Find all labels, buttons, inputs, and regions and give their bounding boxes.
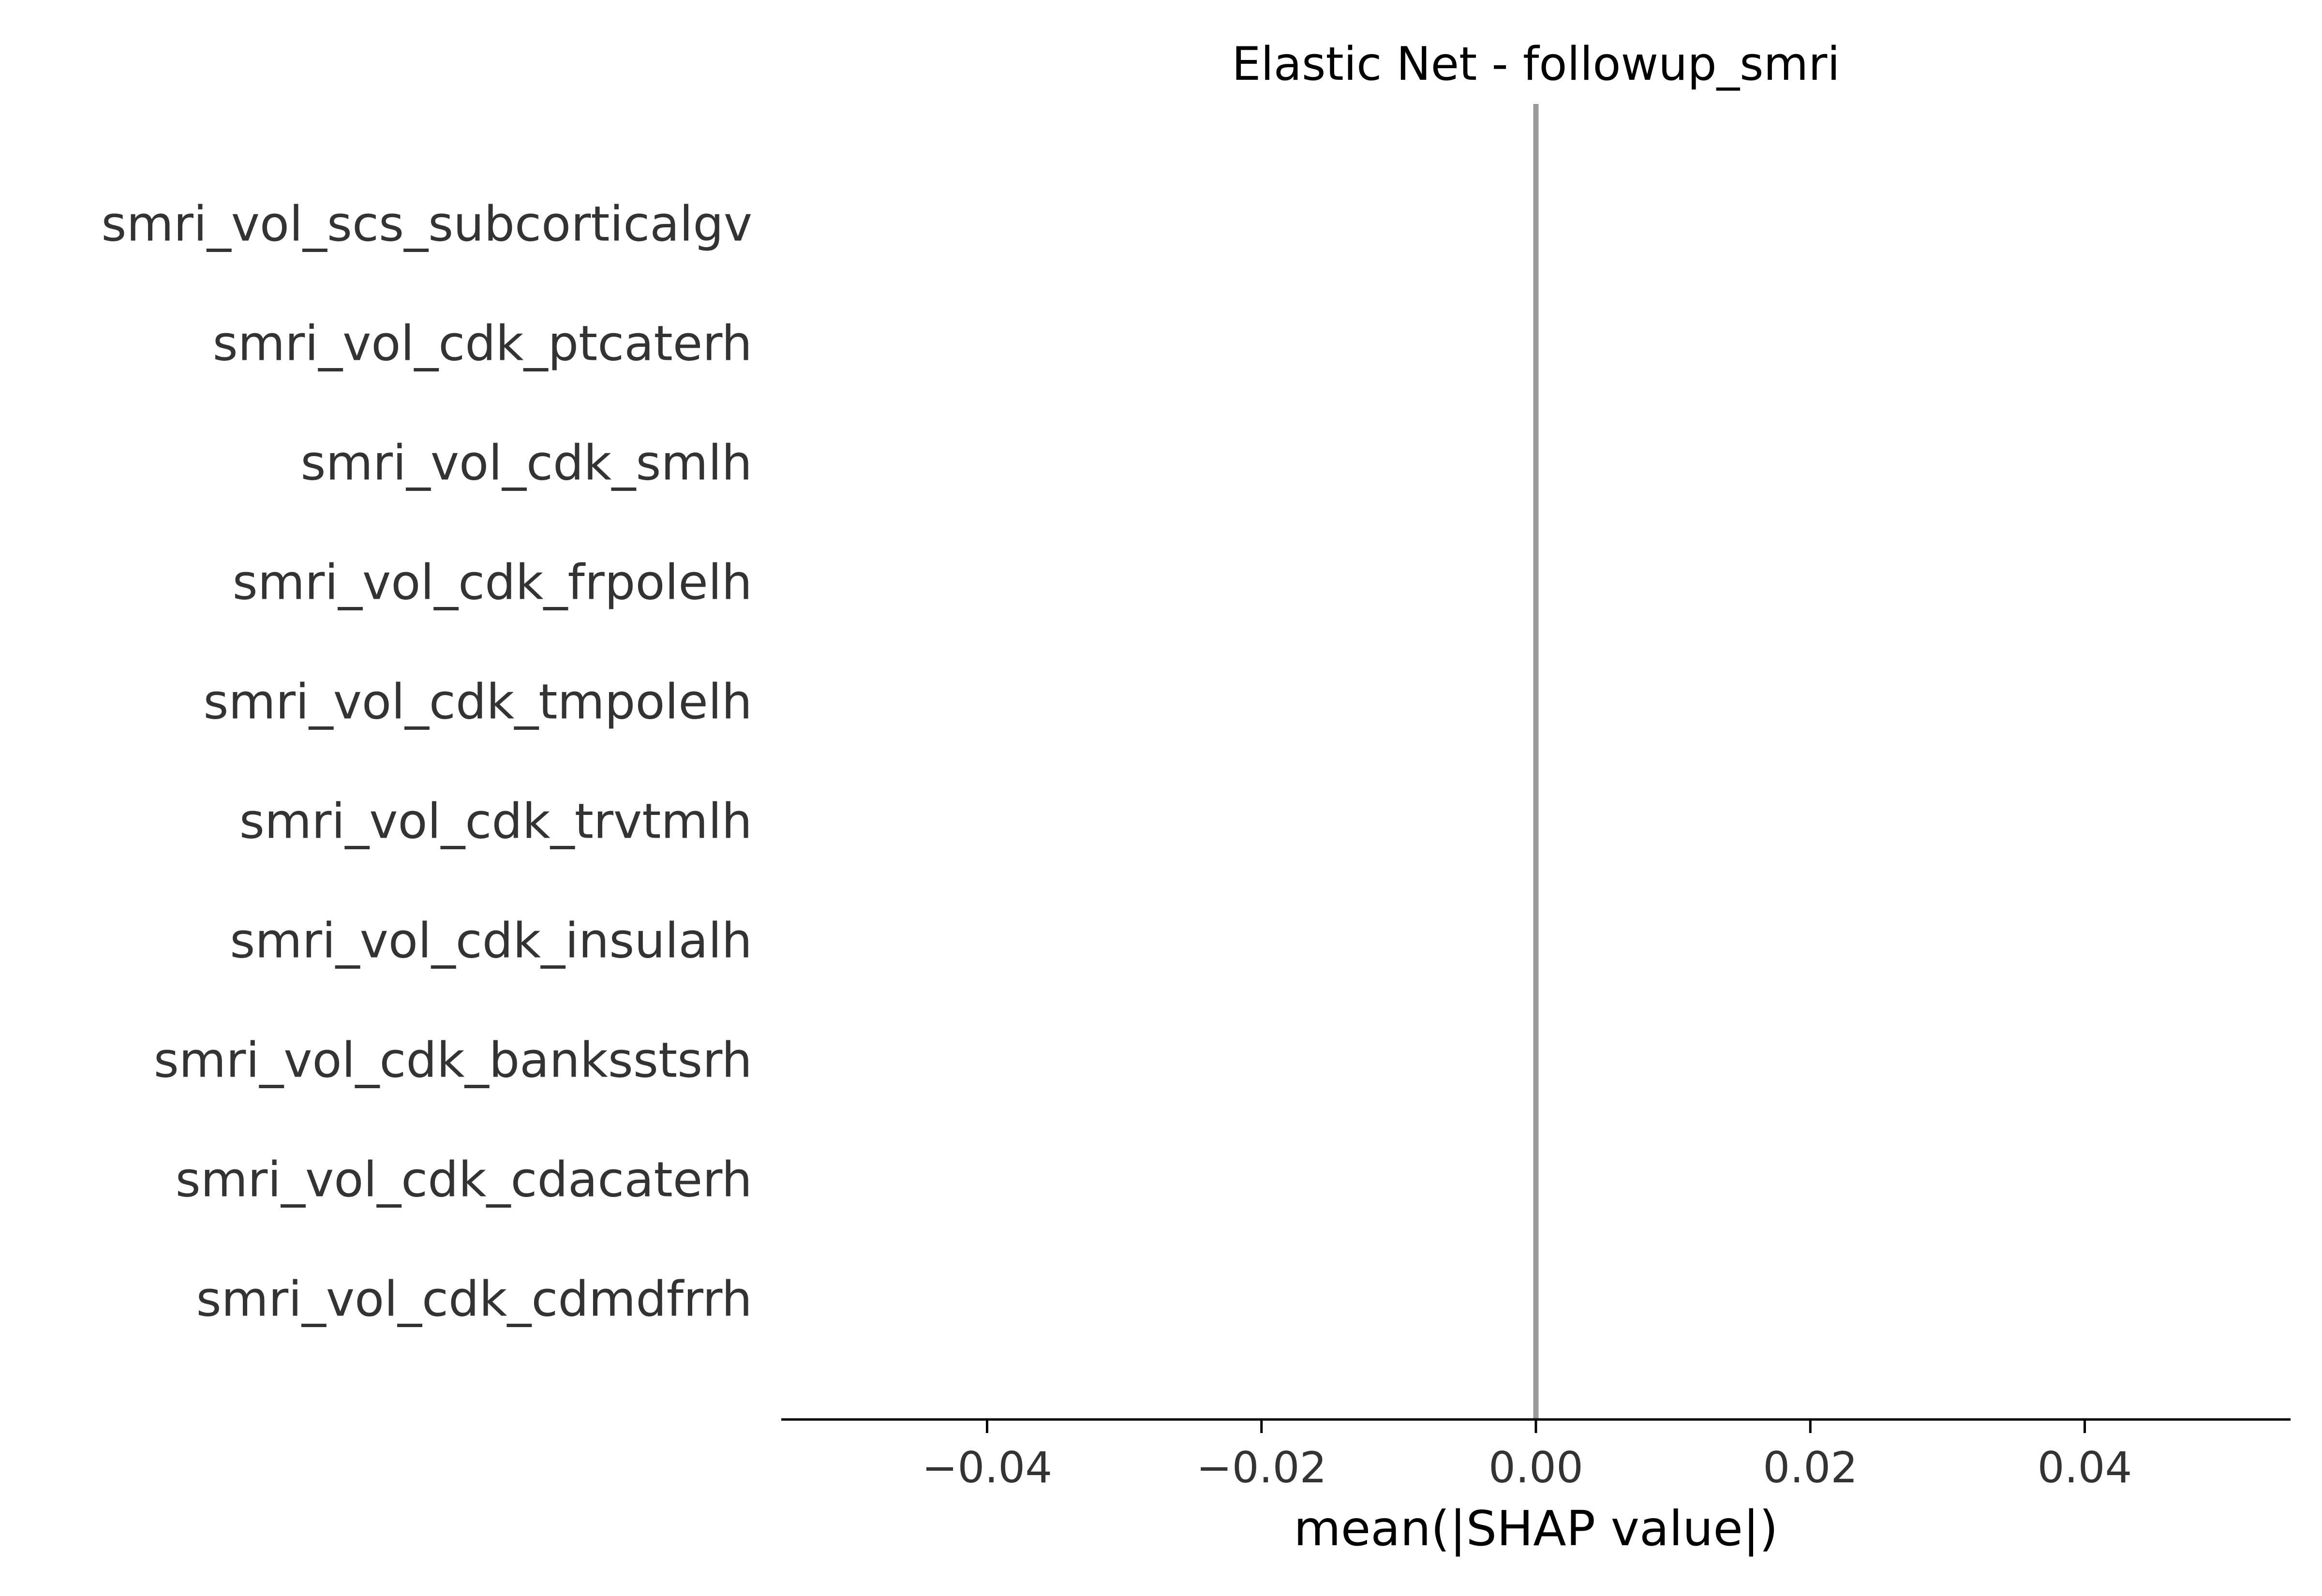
x-tick-label: 0.02 [1763, 1443, 1858, 1493]
x-tick-label: −0.02 [1196, 1443, 1327, 1493]
feature-label: smri_vol_cdk_cdacaterh [176, 1151, 752, 1208]
chart-title: Elastic Net - followup_smri [1232, 38, 1840, 91]
feature-label: smri_vol_scs_subcorticalgv [101, 195, 752, 252]
feature-label: smri_vol_cdk_cdmdfrrh [196, 1271, 752, 1327]
feature-label: smri_vol_cdk_frpolelh [233, 554, 752, 610]
feature-labels: smri_vol_scs_subcorticalgv smri_vol_cdk_p… [101, 195, 752, 1327]
feature-label: smri_vol_cdk_insulalh [230, 912, 752, 969]
x-tick-label: −0.04 [922, 1443, 1053, 1493]
feature-label: smri_vol_cdk_banksstsrh [154, 1032, 752, 1088]
x-tick-label: 0.00 [1488, 1443, 1583, 1493]
feature-label: smri_vol_cdk_tmpolelh [203, 673, 752, 730]
x-tick-label: 0.04 [2038, 1443, 2132, 1493]
x-axis-label: mean(|SHAP value|) [1294, 1500, 1778, 1557]
feature-label: smri_vol_cdk_ptcaterh [213, 315, 752, 371]
feature-label: smri_vol_cdk_smlh [300, 434, 752, 491]
feature-label: smri_vol_cdk_trvtmlh [239, 793, 752, 849]
x-axis-ticks: −0.04 −0.02 0.00 0.02 0.04 [922, 1419, 2132, 1493]
